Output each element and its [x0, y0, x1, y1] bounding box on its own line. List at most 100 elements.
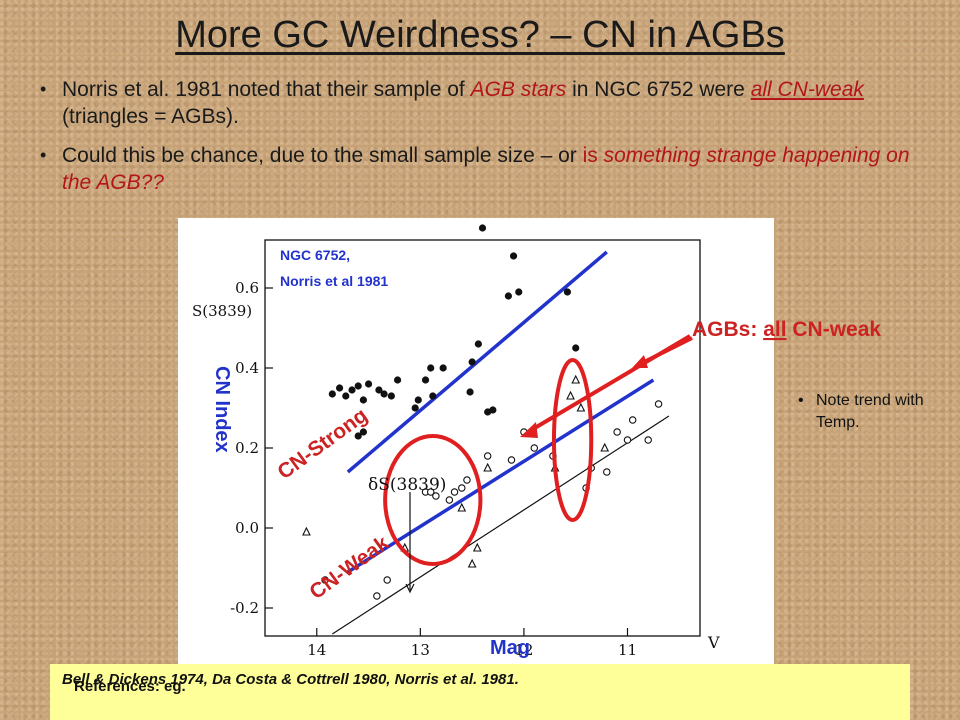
y-tick-label: 0.0	[235, 519, 259, 537]
bullet-list: • Norris et al. 1981 noted that their sam…	[38, 76, 938, 208]
bullet-text: Could this be chance, due to the small s…	[62, 144, 583, 167]
chart-plot: 14 13 12 11 0.6 0.4 0.2 0.0 -0.2	[230, 224, 701, 659]
data-point-filled	[468, 358, 476, 366]
references-prefix: References: eg.	[74, 678, 186, 695]
data-point-open	[507, 456, 516, 464]
data-point-open	[321, 576, 329, 584]
bullet-item: • Could this be chance, due to the small …	[38, 142, 938, 196]
x-tick-label: 11	[618, 641, 637, 659]
data-point-triangle	[566, 390, 575, 400]
data-point-triangle	[483, 462, 493, 472]
data-point-triangle	[571, 374, 581, 384]
bullet-text: Norris et al. 1981 noted that their samp…	[62, 78, 471, 101]
x-tick-label: 12	[514, 641, 533, 659]
data-point-open	[628, 416, 637, 424]
y-tick-label: -0.2	[230, 599, 259, 617]
bullet-emphasis: AGB stars	[470, 78, 567, 101]
data-point-filled	[563, 288, 572, 296]
references-list: Bell & Dickens 1974, Da Costa & Cottrell…	[62, 671, 519, 688]
data-point-triangle	[302, 526, 311, 536]
data-point-open	[463, 476, 471, 484]
data-point-filled	[427, 364, 435, 372]
note-bullet: • Note trend with Temp.	[798, 390, 956, 434]
y-tick-label: 0.4	[235, 359, 259, 377]
mag-label: Mag	[490, 637, 530, 659]
data-point-filled	[489, 406, 497, 414]
cn-index-label: CN Index	[211, 366, 233, 453]
data-point-open	[623, 436, 632, 444]
y-tick-label: 0.2	[235, 439, 259, 457]
data-point-open	[613, 428, 621, 436]
data-point-open	[458, 484, 466, 492]
delta-s-label: δS(3839)	[368, 475, 446, 495]
data-point-open	[603, 468, 611, 476]
data-point-filled	[348, 386, 356, 394]
data-point-filled	[421, 376, 430, 384]
agb-highlight-ellipse	[551, 358, 594, 522]
data-point-filled	[328, 390, 336, 398]
x-tick-label: 13	[411, 641, 430, 659]
data-point-open	[432, 492, 440, 500]
data-point-open	[445, 496, 454, 504]
data-point-filled	[515, 288, 523, 296]
data-point-triangle	[600, 442, 610, 452]
bullet-emphasis: all CN-weak	[750, 78, 864, 101]
bullet-emphasis: is	[582, 144, 598, 167]
data-point-filled	[387, 392, 395, 400]
chart-annotation-line2: Norris et al 1981	[280, 273, 388, 289]
references-box: References: eg. Bell & Dickens 1974, Da …	[50, 664, 910, 720]
data-point-filled	[411, 404, 419, 412]
data-point-filled	[359, 396, 367, 404]
reference-line	[331, 415, 670, 635]
chart-background	[178, 218, 774, 664]
bullet-text: (triangles = AGBs).	[62, 105, 239, 128]
data-point-filled	[359, 428, 367, 436]
chart-annotation-line1: NGC 6752,	[280, 247, 350, 263]
plot-frame	[264, 239, 701, 637]
data-point-filled	[375, 386, 383, 394]
x-axis-label: V	[707, 633, 720, 652]
data-point-open	[644, 436, 652, 444]
data-point-filled	[364, 380, 373, 388]
data-point-filled	[335, 384, 344, 392]
data-point-filled	[354, 432, 362, 440]
data-point-triangle	[467, 558, 477, 568]
data-point-filled	[572, 344, 580, 352]
delta-arrow-head	[405, 583, 415, 594]
references-text: References: eg. Bell & Dickens 1974, Da …	[62, 671, 519, 695]
data-point-filled	[393, 376, 402, 384]
bullet-dot: •	[40, 145, 47, 165]
data-point-filled	[429, 392, 437, 400]
callout-arrows	[520, 334, 693, 438]
data-point-filled	[466, 388, 474, 396]
fit-line	[346, 378, 655, 574]
agb-callout: AGBs: all CN-weak	[692, 318, 881, 341]
data-point-open	[426, 488, 435, 496]
data-point-triangle	[457, 502, 467, 512]
bullet-item: • Norris et al. 1981 noted that their sam…	[38, 76, 938, 130]
y-axis-label: S(3839)	[192, 302, 252, 320]
bullet-text: in NGC 6752 were	[566, 78, 751, 101]
agb-highlight-ellipse	[383, 434, 483, 566]
data-point-filled	[439, 364, 447, 372]
data-point-filled	[509, 252, 518, 260]
y-tick-label: 0.6	[235, 279, 259, 297]
data-point-open	[483, 452, 492, 460]
bullet-emphasis: something strange happening on the AGB??	[62, 144, 910, 194]
slide-title: More GC Weirdness? – CN in AGBs	[175, 14, 785, 56]
data-point-filled	[478, 224, 487, 232]
data-point-triangle	[576, 402, 586, 412]
fit-line	[346, 250, 608, 474]
data-point-triangle	[472, 542, 482, 552]
data-point-open	[373, 592, 381, 600]
data-point-open	[450, 488, 459, 496]
bullet-dot: •	[40, 79, 47, 99]
data-point-filled	[474, 340, 482, 348]
data-point-open	[383, 576, 391, 584]
data-point-filled	[354, 382, 362, 390]
note-text: Note trend with Temp.	[816, 392, 924, 431]
bullet-dot: •	[798, 392, 804, 409]
data-point-open	[530, 444, 539, 452]
data-point-filled	[414, 396, 422, 404]
